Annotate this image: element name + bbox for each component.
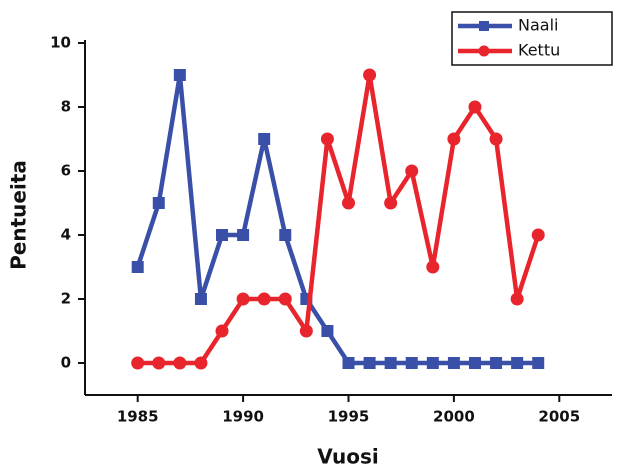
y-tick-label: 4: [61, 226, 71, 244]
marker: [490, 357, 503, 369]
marker: [173, 69, 186, 81]
marker: [342, 196, 355, 210]
y-axis-label: Pentueita: [7, 160, 31, 270]
x-tick-label: 2005: [538, 408, 580, 426]
marker: [152, 356, 166, 370]
marker: [194, 293, 207, 305]
marker: [510, 292, 524, 306]
y-tick-label: 6: [61, 162, 71, 180]
x-tick-label: 1985: [117, 408, 159, 426]
legend-label: Naali: [518, 16, 558, 35]
y-tick-label: 0: [61, 354, 71, 372]
x-axis-label: Vuosi: [317, 445, 379, 469]
x-tick-label: 1990: [222, 408, 264, 426]
marker: [342, 357, 355, 369]
marker: [363, 68, 377, 82]
marker: [258, 133, 271, 145]
marker: [131, 261, 144, 273]
marker: [278, 292, 292, 306]
series-line: [137, 72, 541, 366]
marker: [320, 132, 334, 146]
legend: [451, 11, 613, 66]
marker: [468, 100, 482, 114]
y-tick-label: 10: [50, 34, 71, 52]
marker: [447, 357, 460, 369]
marker: [194, 356, 208, 370]
marker: [532, 357, 545, 369]
y-tick-label: 2: [61, 290, 71, 308]
legend-marker: [478, 45, 490, 57]
marker: [279, 229, 292, 241]
marker: [321, 325, 334, 337]
x-tick-label: 2000: [433, 408, 475, 426]
marker: [426, 357, 439, 369]
series-line: [135, 72, 539, 366]
marker: [531, 228, 545, 242]
y-tick-label: 8: [61, 98, 71, 116]
marker: [468, 357, 481, 369]
marker: [405, 357, 418, 369]
marker: [152, 197, 165, 209]
marker: [216, 229, 229, 241]
legend-marker: [479, 21, 489, 31]
marker: [489, 132, 503, 146]
marker: [426, 260, 440, 274]
x-tick-label: 1995: [328, 408, 370, 426]
marker: [447, 132, 461, 146]
marker: [384, 196, 398, 210]
marker: [131, 356, 145, 370]
marker: [236, 292, 250, 306]
marker: [215, 324, 229, 338]
marker: [237, 229, 250, 241]
marker: [405, 164, 419, 178]
legend-label: Kettu: [518, 41, 560, 60]
marker: [363, 357, 376, 369]
marker: [299, 324, 313, 338]
marker: [173, 356, 187, 370]
marker: [257, 292, 271, 306]
marker: [511, 357, 524, 369]
marker: [384, 357, 397, 369]
